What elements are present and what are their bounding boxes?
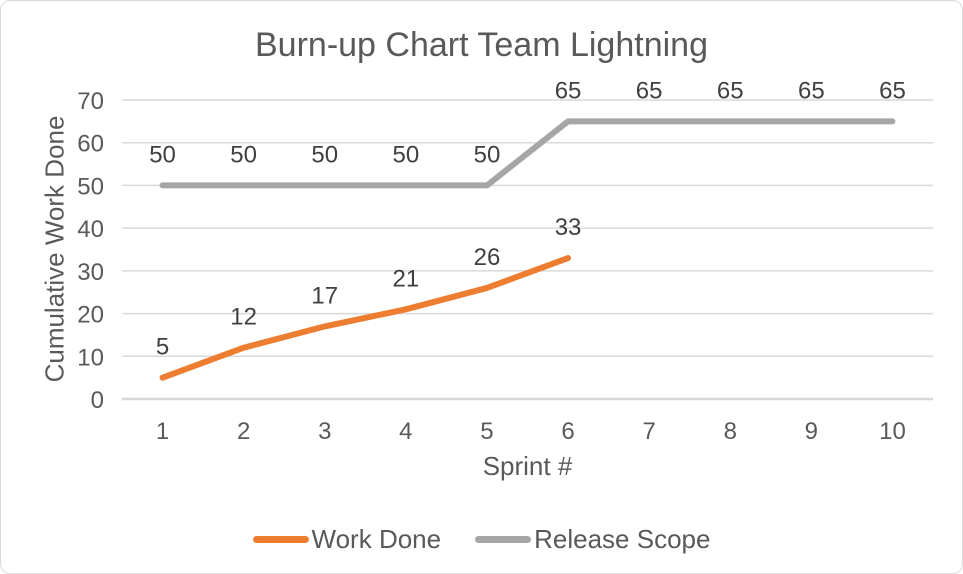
release-scope-data-label-5: 50 bbox=[474, 141, 501, 168]
work-done-data-label-2: 12 bbox=[230, 304, 257, 331]
y-axis-title: Cumulative Work Done bbox=[39, 115, 70, 383]
x-tick-label-1: 1 bbox=[156, 418, 169, 445]
release-scope-data-label-6: 65 bbox=[555, 77, 582, 104]
release-scope-data-label-4: 50 bbox=[392, 141, 419, 168]
work-done-data-label-6: 33 bbox=[555, 214, 582, 241]
release-scope-data-label-7: 65 bbox=[636, 77, 663, 104]
release-scope-data-label-2: 50 bbox=[230, 141, 257, 168]
y-tick-label-30: 30 bbox=[77, 259, 104, 286]
release-scope-data-label-8: 65 bbox=[717, 77, 744, 104]
work-done-data-label-5: 26 bbox=[474, 244, 501, 271]
work-done-data-label-4: 21 bbox=[392, 265, 419, 292]
x-tick-label-4: 4 bbox=[399, 418, 412, 445]
y-tick-label-10: 10 bbox=[77, 344, 104, 371]
y-tick-label-20: 20 bbox=[77, 302, 104, 329]
x-tick-label-8: 8 bbox=[724, 418, 737, 445]
x-tick-label-3: 3 bbox=[318, 418, 331, 445]
x-tick-label-5: 5 bbox=[480, 418, 493, 445]
work-done-data-label-1: 5 bbox=[156, 334, 169, 361]
x-tick-label-2: 2 bbox=[237, 418, 250, 445]
y-tick-label-50: 50 bbox=[77, 173, 104, 200]
work-done-line-sample bbox=[252, 536, 309, 543]
work-done-line bbox=[159, 255, 572, 381]
y-tick-label-70: 70 bbox=[77, 88, 104, 115]
release-scope-line-sample bbox=[475, 536, 532, 543]
x-tick-label-9: 9 bbox=[805, 418, 818, 445]
legend: Work Done Release Scope bbox=[1, 524, 962, 555]
legend-label-work-done: Work Done bbox=[311, 524, 442, 554]
x-tick-label-10: 10 bbox=[879, 418, 906, 445]
work-done-data-label-3: 17 bbox=[311, 282, 338, 309]
x-tick-label-6: 6 bbox=[561, 418, 574, 445]
y-tick-label-60: 60 bbox=[77, 131, 104, 158]
x-tick-label-7: 7 bbox=[642, 418, 655, 445]
release-scope-data-label-10: 65 bbox=[879, 77, 906, 104]
x-axis-title: Sprint # bbox=[482, 451, 573, 481]
legend-label-release-scope: Release Scope bbox=[534, 524, 711, 554]
release-scope-data-label-3: 50 bbox=[311, 141, 338, 168]
legend-item-release-scope: Release Scope bbox=[475, 524, 710, 555]
release-scope-line bbox=[159, 118, 896, 189]
release-scope-data-label-1: 50 bbox=[149, 141, 176, 168]
release-scope-data-label-9: 65 bbox=[798, 77, 825, 104]
chart-title: Burn-up Chart Team Lightning bbox=[255, 26, 708, 64]
y-tick-label-40: 40 bbox=[77, 216, 104, 243]
legend-item-work-done: Work Done bbox=[252, 524, 442, 555]
y-tick-label-0: 0 bbox=[91, 387, 104, 414]
